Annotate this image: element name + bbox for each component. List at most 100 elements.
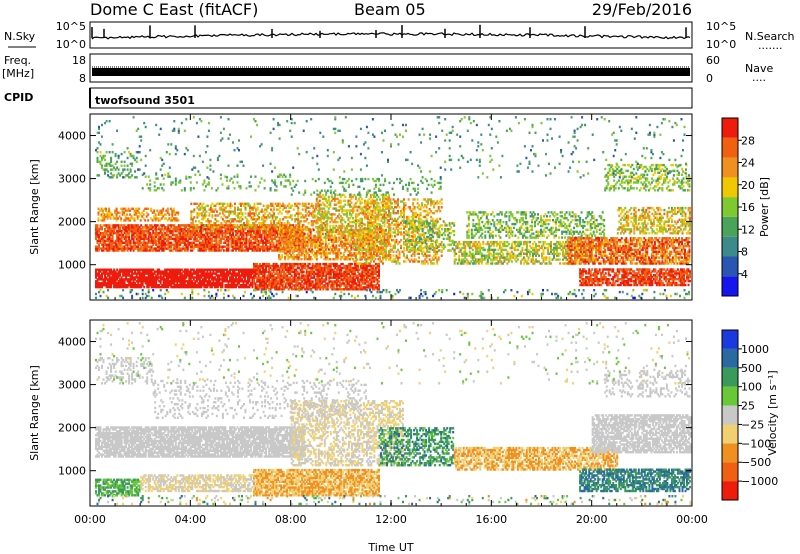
heatmap-cell <box>174 235 177 239</box>
heatmap-cell <box>176 280 179 283</box>
heatmap-cell <box>291 225 294 229</box>
heatmap-cell <box>276 204 279 207</box>
heatmap-cell <box>207 249 210 252</box>
heatmap-cell <box>207 247 210 250</box>
heatmap-cell <box>171 274 174 277</box>
heatmap-cell <box>256 233 259 237</box>
heatmap-cell <box>237 208 239 211</box>
heatmap-cell <box>215 241 218 244</box>
heatmap-cell <box>249 210 251 213</box>
heatmap-cell <box>171 233 174 237</box>
heatmap-cell <box>129 285 132 289</box>
heatmap-cell <box>246 222 248 225</box>
heatmap-cell <box>253 231 255 235</box>
heatmap-cell <box>179 272 182 275</box>
heatmap-cell <box>155 224 158 227</box>
heatmap-cell <box>170 280 173 283</box>
heatmap-cell <box>335 244 338 247</box>
heatmap-cell <box>358 282 361 285</box>
heatmap-cell <box>274 247 277 250</box>
heatmap-cell <box>224 280 227 283</box>
heatmap-cell <box>188 241 191 244</box>
heatmap-cell <box>281 276 284 279</box>
heatmap-cell <box>230 237 233 241</box>
heatmap-cell <box>182 233 185 237</box>
heatmap-cell <box>226 278 228 281</box>
heatmap-cell <box>179 249 182 252</box>
heatmap-cell <box>358 286 361 289</box>
heatmap-cell <box>194 228 197 231</box>
heatmap-cell <box>276 216 279 219</box>
heatmap-cell <box>252 208 254 211</box>
heatmap-cell <box>355 288 358 291</box>
heatmap-cell <box>242 231 245 235</box>
heatmap-cell <box>109 211 112 214</box>
heatmap-cell <box>361 286 364 289</box>
heatmap-cell <box>204 230 207 233</box>
heatmap-cell <box>256 239 259 243</box>
heatmap-cell <box>296 270 299 274</box>
heatmap-cell <box>221 233 224 237</box>
heatmap-cell <box>310 280 313 283</box>
heatmap-cell <box>287 282 290 285</box>
heatmap-cell <box>180 247 183 250</box>
heatmap-cell <box>207 228 210 231</box>
heatmap-cell <box>198 280 201 283</box>
heatmap-cell <box>266 247 269 250</box>
heatmap-cell <box>335 280 338 283</box>
heatmap-cell <box>102 268 105 271</box>
heatmap-cell <box>210 285 213 289</box>
heatmap-cell <box>135 213 138 216</box>
heatmap-cell <box>219 249 222 252</box>
heatmap-cell <box>216 233 219 237</box>
heatmap-cell <box>203 228 206 231</box>
heatmap-cell <box>160 209 163 212</box>
heatmap-cell <box>310 204 313 207</box>
heatmap-cell <box>256 262 259 266</box>
heatmap-cell <box>310 272 313 275</box>
heatmap-cell <box>255 220 257 223</box>
heatmap-cell <box>120 239 123 243</box>
heatmap-cell <box>96 272 99 275</box>
heatmap-cell <box>353 272 356 275</box>
heatmap-cell <box>227 270 230 273</box>
heatmap-cell <box>256 224 259 227</box>
heatmap-cell <box>237 216 239 219</box>
heatmap-cell <box>256 202 259 205</box>
heatmap-cell <box>195 272 198 275</box>
heatmap-cell <box>141 282 144 285</box>
heatmap-cell <box>137 270 140 273</box>
heatmap-cell <box>179 274 182 277</box>
heatmap-cell <box>233 245 236 248</box>
heatmap-cell <box>263 274 266 277</box>
heatmap-cell <box>213 272 216 275</box>
heatmap-cell <box>95 280 97 283</box>
heatmap-cell <box>222 235 225 239</box>
heatmap-cell <box>147 280 150 283</box>
heatmap-cell <box>275 235 278 239</box>
heatmap-cell <box>232 218 235 221</box>
heatmap-cell <box>242 274 245 277</box>
heatmap-cell <box>136 217 139 220</box>
heatmap-cell <box>123 228 126 231</box>
heatmap-cell <box>129 243 132 246</box>
heatmap-cell <box>303 204 306 207</box>
heatmap-cell <box>131 278 134 281</box>
heatmap-cell <box>265 235 268 239</box>
heatmap-cell <box>105 213 107 216</box>
heatmap-cell <box>165 278 168 281</box>
heatmap-cell <box>255 225 257 229</box>
heatmap-cell <box>156 278 159 281</box>
heatmap-cell <box>249 204 251 207</box>
heatmap-cell <box>218 223 221 227</box>
heatmap-cell <box>323 278 326 281</box>
heatmap-cell <box>344 288 347 291</box>
heatmap-cell <box>98 249 100 252</box>
heatmap-cell <box>341 282 344 285</box>
heatmap-cell <box>310 220 313 223</box>
heatmap-cell <box>233 272 236 275</box>
heatmap-cell <box>177 249 180 252</box>
heatmap-cell <box>204 235 207 239</box>
heatmap-cell <box>263 278 266 281</box>
heatmap-cell <box>96 235 99 239</box>
